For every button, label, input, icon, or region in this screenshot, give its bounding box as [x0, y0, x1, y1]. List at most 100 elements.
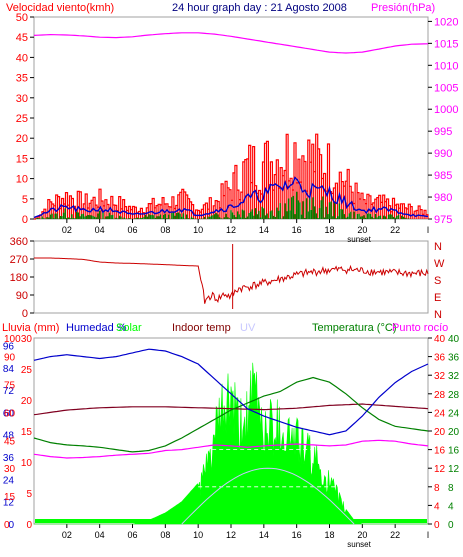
temp-y-tick-label: 16 — [434, 446, 446, 457]
temp-y-tick-label-right: 32 — [448, 371, 460, 382]
lower-x-tick-label: 14 — [259, 530, 269, 540]
pressure-y-tick-label: 1005 — [434, 82, 458, 94]
temp-y-tick-label-right: 16 — [448, 446, 460, 457]
uv-series — [181, 467, 355, 525]
temp-y-tick-label-right: 40 — [448, 334, 460, 345]
pressure-y-tick-label: 975 — [434, 214, 452, 226]
wind-x-tick-label: 16 — [292, 225, 302, 235]
solar-baseline — [35, 519, 427, 523]
wind-x-tick-label: 10 — [193, 225, 203, 235]
lower-x-end-label: l — [427, 530, 429, 540]
temp-y-tick-label-right: 8 — [448, 483, 454, 494]
humidity-y-tick-label: 36 — [3, 453, 15, 464]
pressure-y-tick-label: 985 — [434, 170, 452, 182]
dew-point-label: Punto rocío — [392, 322, 448, 334]
temp-y-tick-label-right: 24 — [448, 408, 460, 419]
compass-label: N — [434, 309, 442, 321]
humidity-series — [33, 348, 429, 436]
wind-x-tick-label: 14 — [259, 225, 269, 235]
solar-y-tick-label: 100 — [4, 334, 21, 345]
wind-x-tick-label: 12 — [226, 225, 236, 235]
lower-x-tick-label: 22 — [390, 530, 400, 540]
solar-y-tick-label: 75 — [4, 381, 16, 392]
solar-y-tick-label: 0 — [4, 520, 10, 531]
temp-y-tick-label: 8 — [434, 483, 440, 494]
wind-y-tick-label: 20 — [16, 133, 28, 145]
solar-y-tick-label: 90 — [4, 353, 16, 364]
wind-speed-label: Velocidad viento(kmh) — [6, 2, 114, 14]
humidity-y-tick-label: 72 — [3, 386, 15, 397]
temp-y-tick-label: 32 — [434, 371, 446, 382]
wind-panel-frame — [33, 16, 429, 220]
solar-y-tick-label: 60 — [4, 408, 16, 419]
pressure-y-tick-label: 1000 — [434, 104, 458, 116]
lower-x-tick-label: 06 — [127, 530, 137, 540]
wind-y-tick-label: 5 — [22, 194, 28, 206]
pressure-label: Presión(hPa) — [371, 2, 435, 14]
wind-y-tick-label: 10 — [16, 174, 28, 186]
solar-series — [34, 362, 428, 525]
temp-y-tick-label: 24 — [434, 408, 446, 419]
wind-x-tick-label: 02 — [62, 225, 72, 235]
pressure-y-tick-label: 1010 — [434, 60, 458, 72]
wind-y-tick-label: 40 — [16, 52, 28, 64]
compass-label: S — [434, 275, 441, 287]
pressure-y-tick-label: 995 — [434, 126, 452, 138]
wind-sunset-label: sunset — [347, 235, 371, 244]
rain-y-tick-label: 10 — [21, 458, 33, 469]
wind-x-end-label: l — [427, 225, 429, 235]
wind-y-tick-label: 25 — [16, 113, 28, 125]
lower-x-tick-label: 10 — [193, 530, 203, 540]
temp-y-tick-label: 36 — [434, 353, 446, 364]
lower-x-tick-label: 04 — [95, 530, 105, 540]
direction-y-tick-label: 360 — [10, 236, 28, 248]
humidity-y-tick-label: 24 — [3, 475, 15, 486]
lower-x-tick-label: 08 — [160, 530, 170, 540]
lower-x-tick-label: 12 — [226, 530, 236, 540]
pressure-y-tick-label: 990 — [434, 148, 452, 160]
direction-y-tick-label: 0 — [22, 308, 28, 320]
wind-low-series — [34, 191, 411, 219]
humidity-y-tick-label: 12 — [3, 498, 15, 509]
lower-x-tick-label: 18 — [324, 530, 334, 540]
temp-y-tick-label: 28 — [434, 390, 446, 401]
temp-y-tick-label-right: 20 — [448, 427, 460, 438]
uv-label: UV — [240, 322, 256, 334]
temp-y-tick-label: 4 — [434, 501, 440, 512]
wind-y-tick-label: 35 — [16, 73, 28, 85]
pressure-y-tick-label: 1015 — [434, 38, 458, 50]
temperature-series — [33, 376, 429, 453]
wind-avg-series — [33, 176, 429, 219]
humidity-y-tick-label: 0 — [8, 520, 14, 531]
wind-y-tick-label: 30 — [16, 93, 28, 105]
wind-y-tick-label: 15 — [16, 153, 28, 165]
lower-x-tick-label: 16 — [292, 530, 302, 540]
rain-label: Lluvia (mm) — [2, 322, 59, 334]
pressure-series — [33, 32, 429, 54]
rain-y-tick-label: 0 — [26, 520, 32, 531]
rain-y-tick-label: 25 — [21, 365, 33, 376]
direction-y-tick-label: 90 — [16, 290, 28, 302]
humidity-y-tick-label: 84 — [3, 364, 15, 375]
direction-y-tick-label: 270 — [10, 254, 28, 266]
chart-title: 24 hour graph day : 21 Agosto 2008 — [172, 2, 347, 14]
temp-y-tick-label-right: 0 — [448, 520, 454, 531]
indoor-temp-label: Indoor temp — [172, 322, 231, 334]
direction-panel-frame — [33, 240, 429, 314]
temp-y-tick-label-right: 28 — [448, 390, 460, 401]
temp-y-tick-label-right: 12 — [448, 464, 460, 475]
humidity-y-tick-label: 48 — [3, 431, 15, 442]
direction-y-tick-label: 180 — [10, 272, 28, 284]
humidity-label: Humedad % — [66, 322, 127, 334]
wind-x-tick-label: 06 — [127, 225, 137, 235]
temp-y-tick-label: 0 — [434, 520, 440, 531]
pressure-y-tick-label: 1020 — [434, 16, 458, 28]
rain-y-tick-label: 5 — [26, 489, 32, 500]
pressure-y-tick-label: 980 — [434, 192, 452, 204]
temp-y-tick-label-right: 36 — [448, 353, 460, 364]
lower-x-tick-label: 02 — [62, 530, 72, 540]
solar-y-tick-label: 45 — [4, 436, 16, 447]
wind-x-tick-label: 22 — [390, 225, 400, 235]
